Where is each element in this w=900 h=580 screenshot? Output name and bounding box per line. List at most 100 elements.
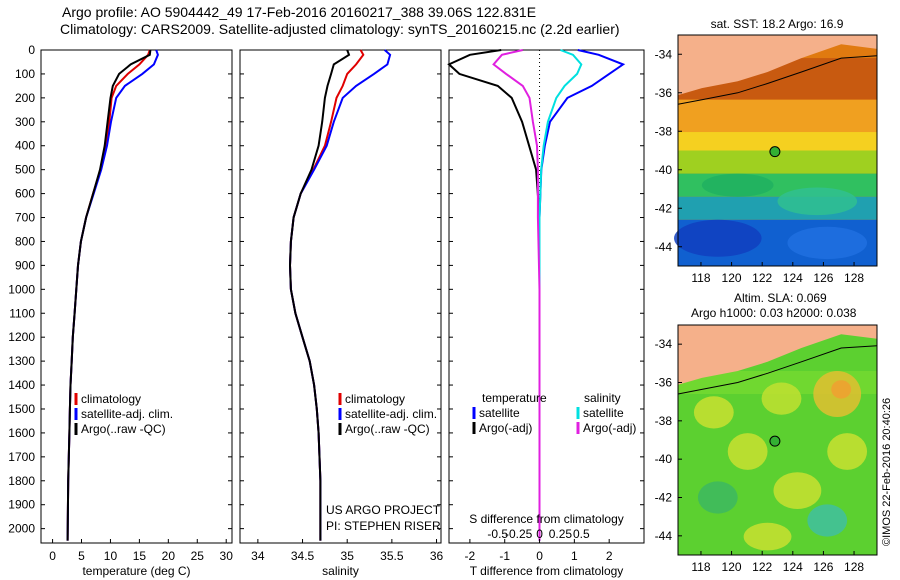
depth-tick-label: 600: [15, 187, 35, 201]
sst-lon-label: 120: [722, 271, 742, 285]
sla-map-blob: [693, 396, 734, 429]
x-tick-label: 35: [341, 549, 355, 563]
x-tick-label: 2: [606, 549, 613, 563]
sla-coastline: [677, 345, 878, 395]
sst-map-blob: [777, 187, 858, 216]
sst-land: [678, 35, 877, 96]
series-line-salinity-argo-adj-: [492, 49, 541, 541]
sst-map-frame: [677, 34, 878, 267]
x-axis-title: S difference from climatology: [469, 512, 624, 526]
imos-timestamp: ©IMOS 22-Feb-2016 20:40:26: [881, 397, 893, 546]
credit-line1: US ARGO PROJECT: [326, 503, 441, 517]
series-line-argo-raw-qc-: [288, 49, 351, 541]
sla-map-blob: [807, 504, 848, 537]
sla-lon-label: 120: [722, 560, 742, 574]
sst-lon-label: 124: [783, 271, 803, 285]
sla-lat-label: -40: [655, 452, 673, 466]
x-tick-label: 20: [162, 549, 176, 563]
sla-lon-label: 124: [783, 560, 803, 574]
x-tick-label: 5: [78, 549, 85, 563]
sla-map-blob: [827, 433, 868, 470]
sst-lat-label: -36: [655, 86, 673, 100]
depth-tick-label: 1700: [8, 450, 35, 464]
sst-lat-label: -42: [655, 201, 673, 215]
x-tick-label: -1: [499, 549, 510, 563]
depth-tick-label: 2000: [8, 522, 35, 536]
depth-tick-label: 1300: [8, 354, 35, 368]
legend-label-diff-temp: Argo(-adj): [479, 421, 532, 435]
sla-lat-label: -36: [655, 376, 673, 390]
depth-tick-label: 1600: [8, 426, 35, 440]
plot-frame-1: [239, 49, 442, 544]
x-tick-label: 36: [430, 549, 444, 563]
depth-tick-label: 1800: [8, 474, 35, 488]
depth-tick-label: 100: [15, 67, 35, 81]
x-tick-label: 34: [251, 549, 265, 563]
depth-tick-label: 500: [15, 163, 35, 177]
sla-lat-label: -38: [655, 414, 673, 428]
x-tick-label: -0.5: [487, 527, 508, 541]
sla-map-subtitle: Argo h1000: 0.03 h2000: 0.038: [691, 306, 857, 320]
sst-map-title: sat. SST: 18.2 Argo: 16.9: [711, 17, 844, 31]
depth-tick-label: 900: [15, 258, 35, 272]
sst-lat-label: -34: [655, 47, 673, 61]
credit-line2: PI: STEPHEN RISER: [326, 519, 441, 533]
depth-tick-label: 400: [15, 139, 35, 153]
x-tick-label: 1: [571, 549, 578, 563]
sst-map-blob: [787, 226, 868, 260]
x-tick-label: 34.5: [291, 549, 315, 563]
sst-lon-label: 126: [813, 271, 833, 285]
x-tick-label: 25: [191, 549, 205, 563]
legend-label-sal: climatology: [345, 392, 405, 406]
figure-title-line1: Argo profile: AO 5904442_49 17-Feb-2016 …: [62, 4, 537, 20]
legend-label-sal: satellite-adj. clim.: [345, 407, 437, 421]
series-line-argo-raw-qc-: [66, 49, 152, 541]
x-axis-title: T difference from climatology: [470, 564, 624, 578]
x-tick-label: 0: [536, 527, 543, 541]
depth-tick-label: 300: [15, 115, 35, 129]
sla-lat-label: -44: [655, 529, 673, 543]
sst-float-marker: [769, 146, 781, 158]
plot-frame-0: [40, 49, 233, 544]
depth-tick-label: 1100: [9, 306, 35, 320]
sla-map-blob: [697, 481, 738, 514]
sst-map-blob: [674, 219, 762, 257]
legend-label-temp: Argo(..raw -QC): [81, 422, 166, 436]
x-axis-title: temperature (deg C): [82, 564, 190, 578]
sla-land: [678, 325, 877, 385]
sst-lat-label: -38: [655, 124, 673, 138]
x-tick-label: 0: [536, 549, 543, 563]
sst-map-blob: [701, 173, 774, 197]
depth-tick-label: 800: [15, 234, 35, 248]
sst-map-band: [678, 99, 877, 133]
sla-map-blob: [831, 380, 852, 399]
depth-tick-label: 700: [15, 211, 35, 225]
legend-label-temp: climatology: [81, 392, 141, 406]
legend-label-diff-sal: satellite: [583, 406, 624, 420]
sla-map-blob: [761, 382, 802, 415]
sst-lon-label: 118: [691, 271, 710, 285]
plot-frame-2: [448, 49, 645, 544]
sla-lon-label: 128: [844, 560, 864, 574]
x-tick-label: 0.25: [549, 527, 573, 541]
x-tick-label: 10: [104, 549, 118, 563]
x-tick-label: 15: [133, 549, 147, 563]
legend-title-salinity: salinity: [584, 391, 621, 405]
sla-lon-label: 118: [691, 560, 710, 574]
sla-map-title: Altim. SLA: 0.069: [734, 291, 827, 305]
x-tick-label: -2: [465, 549, 476, 563]
x-tick-label: 0: [49, 549, 56, 563]
depth-tick-label: 1900: [8, 498, 35, 512]
depth-tick-label: 200: [15, 91, 35, 105]
sst-lon-label: 122: [752, 271, 772, 285]
legend-label-sal: Argo(..raw -QC): [345, 422, 430, 436]
sla-map-blob: [773, 472, 822, 509]
sst-map-band: [678, 132, 877, 151]
depth-tick-label: 1500: [8, 402, 35, 416]
sst-coastline: [677, 55, 878, 105]
legend-label-diff-temp: satellite: [479, 406, 520, 420]
legend-label-temp: satellite-adj. clim.: [81, 407, 173, 421]
sla-lat-label: -34: [655, 337, 673, 351]
sst-map-band: [678, 150, 877, 174]
